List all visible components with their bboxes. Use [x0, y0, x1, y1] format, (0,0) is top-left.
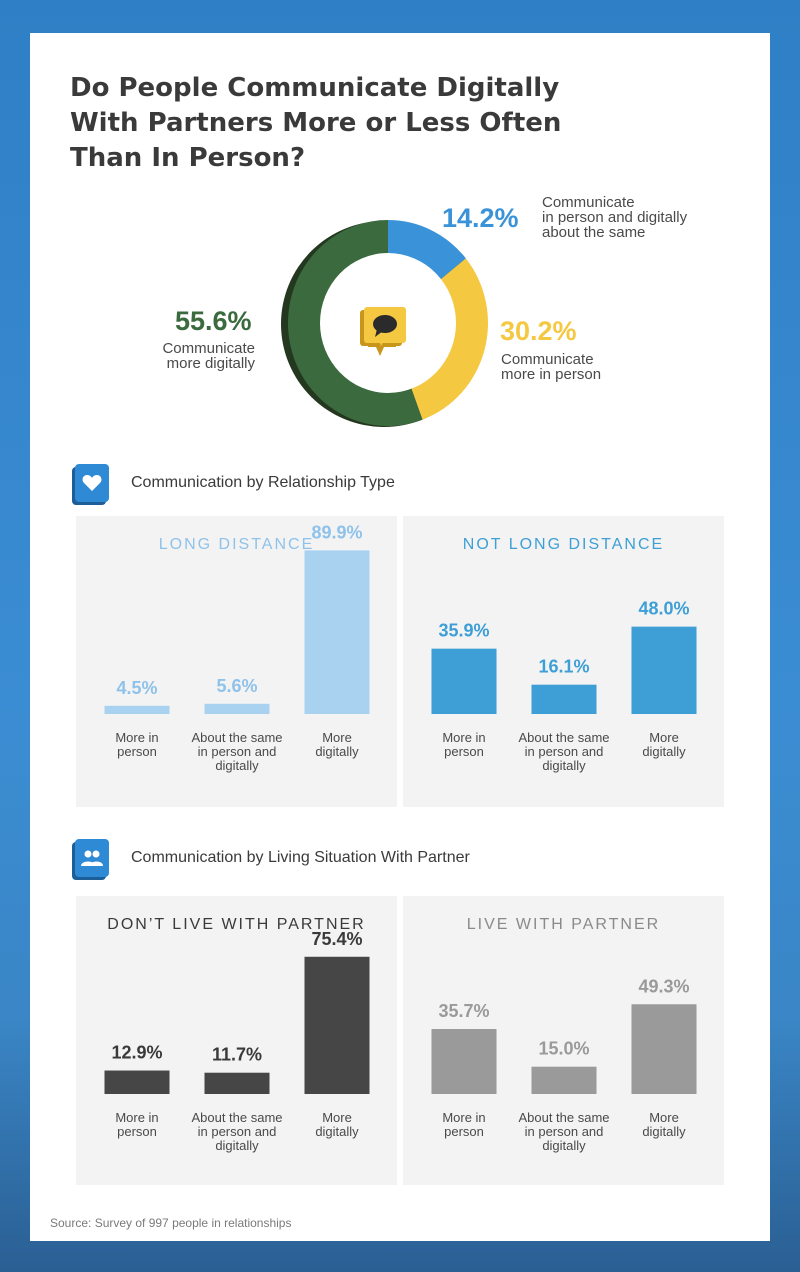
- couple-icon: [75, 839, 109, 877]
- bar-value-label: 4.5%: [116, 678, 157, 698]
- panel-dont-live-with-partner: DON’T LIVE WITH PARTNER 12.9% More in pers…: [76, 896, 397, 1185]
- slice-digital-percent: 55.6%: [175, 306, 252, 336]
- bar-value-label: 48.0%: [638, 599, 689, 619]
- category-label: More digitally: [642, 1110, 686, 1139]
- desc-line: Communicate: [501, 351, 594, 368]
- desc-line: Communicate: [542, 194, 635, 211]
- bar-value-label: 11.7%: [212, 1045, 262, 1065]
- category-label: More in person: [442, 1110, 485, 1139]
- panel-title: LIVE WITH PARTNER: [466, 916, 661, 933]
- bar: [431, 648, 497, 714]
- bar: [104, 705, 170, 714]
- source-note: Source: Survey of 997 people in relation…: [50, 1216, 292, 1230]
- category-label: About the same in person and digitally: [191, 1110, 282, 1153]
- bar: [204, 1072, 270, 1094]
- section-header-living: Communication by Living Situation With P…: [75, 838, 470, 878]
- category-label: More in person: [442, 730, 485, 759]
- infographic-card: Do People Communicate Digitally With Par…: [30, 33, 770, 1241]
- heart-icon: [75, 464, 109, 502]
- desc-line: about the same: [542, 224, 646, 241]
- donut-chart: [280, 216, 488, 428]
- bar-value-label: 75.4%: [311, 929, 362, 949]
- bar: [531, 684, 597, 714]
- category-label: More in person: [115, 1110, 158, 1139]
- speech-bubble-icon: [360, 307, 406, 356]
- desc-line: Communicate: [162, 340, 255, 357]
- slice-same-percent: 14.2%: [442, 203, 519, 233]
- slice-in-person-percent: 30.2%: [500, 316, 577, 346]
- category-label: About the same in person and digitally: [518, 1110, 609, 1153]
- bar: [204, 703, 270, 714]
- category-label: More digitally: [642, 730, 686, 759]
- category-label: More digitally: [315, 730, 359, 759]
- bar-value-label: 49.3%: [638, 976, 689, 996]
- section-header-relationship: Communication by Relationship Type: [75, 463, 395, 503]
- section-title: Communication by Relationship Type: [131, 474, 395, 491]
- bar-chart-not-long-distance: 35.9% More in person 16.1% About the same in …: [431, 599, 697, 773]
- section-title: Communication by Living Situation With P…: [131, 849, 470, 866]
- bar-value-label: 89.9%: [311, 522, 362, 542]
- category-label: More in person: [115, 730, 158, 759]
- bar-value-label: 5.6%: [216, 676, 257, 696]
- bar: [304, 956, 370, 1094]
- panel-live-with-partner: LIVE WITH PARTNER 35.7% More in person 15.0…: [403, 896, 724, 1185]
- desc-line: in person and digitally: [542, 209, 688, 226]
- desc-line: more digitally: [166, 355, 255, 372]
- bar: [631, 626, 697, 714]
- bar: [304, 550, 370, 714]
- bar: [631, 1004, 697, 1094]
- bar-chart-long-distance: 4.5% More in person 5.6% About the same in pe…: [104, 522, 370, 773]
- bar: [104, 1070, 170, 1094]
- bar-value-label: 35.7%: [438, 1001, 489, 1021]
- bar-chart-dont-live: 12.9% More in person 11.7% About the same in …: [104, 929, 370, 1153]
- panel-long-distance: LONG DISTANCE 4.5% More in person 5.6% About…: [76, 516, 397, 807]
- panel-not-long-distance: NOT LONG DISTANCE 35.9% More in person 16.1…: [403, 516, 724, 807]
- category-label: About the same in person and digitally: [191, 730, 282, 773]
- panel-title: NOT LONG DISTANCE: [462, 536, 665, 553]
- donut-svg: [281, 220, 488, 427]
- panel-title: LONG DISTANCE: [158, 536, 315, 553]
- slice-same-desc: Communicate in person and digitally abou…: [542, 195, 687, 240]
- bar-chart-live: 35.7% More in person 15.0% About the same in …: [431, 976, 697, 1153]
- bar: [431, 1029, 497, 1094]
- bar: [531, 1066, 597, 1094]
- bar-value-label: 12.9%: [111, 1043, 162, 1063]
- slice-digital-desc: Communicate more digitally: [110, 341, 255, 371]
- desc-line: more in person: [501, 366, 602, 383]
- slice-in-person-desc: Communicate more in person: [501, 352, 601, 382]
- bar-value-label: 35.9%: [438, 621, 489, 641]
- bar-value-label: 16.1%: [538, 657, 589, 677]
- category-label: About the same in person and digitally: [518, 730, 609, 773]
- panel-title: DON’T LIVE WITH PARTNER: [107, 916, 366, 933]
- category-label: More digitally: [315, 1110, 359, 1139]
- page-title: Do People Communicate Digitally With Par…: [70, 73, 562, 173]
- bar-value-label: 15.0%: [538, 1039, 589, 1059]
